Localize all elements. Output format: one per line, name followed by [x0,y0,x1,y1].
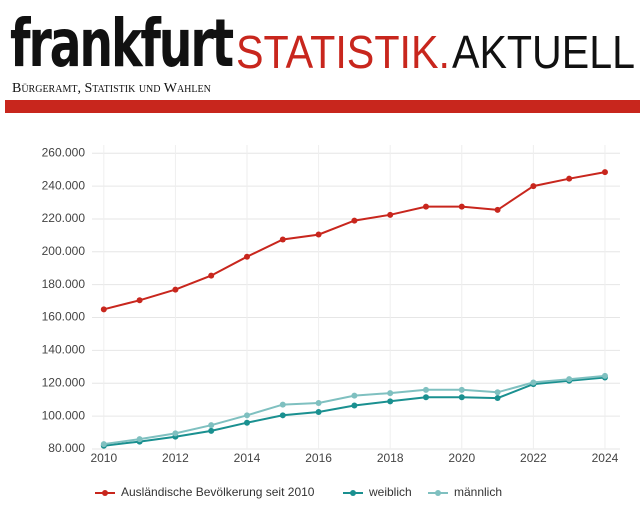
x-tick-label: 2012 [162,451,189,465]
data-point [100,441,107,448]
y-tick-label: 160.000 [42,310,86,324]
y-tick-label: 200.000 [42,244,86,258]
title-red: STATISTIK. [236,26,450,78]
data-point [243,419,250,426]
data-point [100,306,107,313]
title-black: AKTUELL [452,26,635,78]
data-point [136,436,143,443]
x-tick-label: 2024 [592,451,619,465]
data-point [351,392,358,399]
legend-label: Ausländische Bevölkerung seit 2010 [121,485,315,499]
data-point [208,422,215,429]
data-point [387,398,394,405]
y-tick-label: 180.000 [42,277,86,291]
series-line [103,171,606,311]
data-point [494,389,501,396]
data-point [458,203,465,210]
x-tick-label: 2020 [448,451,475,465]
x-tick-label: 2014 [234,451,261,465]
data-point [458,394,465,401]
legend-dot [350,490,356,496]
x-tick-label: 2018 [377,451,404,465]
data-point [422,203,429,210]
data-point [351,217,358,224]
data-point [566,175,573,182]
data-point [243,412,250,419]
y-tick-label: 100.000 [42,408,86,422]
logo: frankfurt [10,5,234,82]
data-point [494,395,501,402]
data-point [422,386,429,393]
y-tick-label: 220.000 [42,211,86,225]
data-point [601,372,608,379]
data-point [351,402,358,409]
data-point [279,236,286,243]
data-point [601,169,608,176]
data-point [494,206,501,213]
subtitle: Bürgeramt, Statistik und Wahlen [12,81,211,96]
data-point [208,427,215,434]
series-line [103,376,606,447]
data-point [208,272,215,279]
data-point [566,376,573,383]
legend-dot [102,490,108,496]
data-point [458,386,465,393]
data-point [315,409,322,416]
data-point [243,253,250,260]
data-point [172,286,179,293]
legend-label: weiblich [368,485,412,499]
y-tick-label: 240.000 [42,178,86,192]
y-tick-label: 120.000 [42,375,86,389]
data-point [387,390,394,397]
data-point [387,211,394,218]
data-point [422,394,429,401]
x-tick-label: 2016 [305,451,332,465]
data-point [279,412,286,419]
x-tick-label: 2010 [90,451,117,465]
data-point [172,430,179,437]
data-point [315,399,322,406]
y-tick-label: 80.000 [48,441,85,455]
data-point [530,183,537,190]
y-tick-label: 140.000 [42,343,86,357]
legend-label: männlich [454,485,502,499]
header-bar [5,100,640,113]
data-point [279,401,286,408]
data-point [136,297,143,304]
legend-dot [435,490,441,496]
x-tick-label: 2022 [520,451,547,465]
data-point [315,231,322,238]
y-tick-label: 260.000 [42,145,86,159]
data-point [530,379,537,386]
